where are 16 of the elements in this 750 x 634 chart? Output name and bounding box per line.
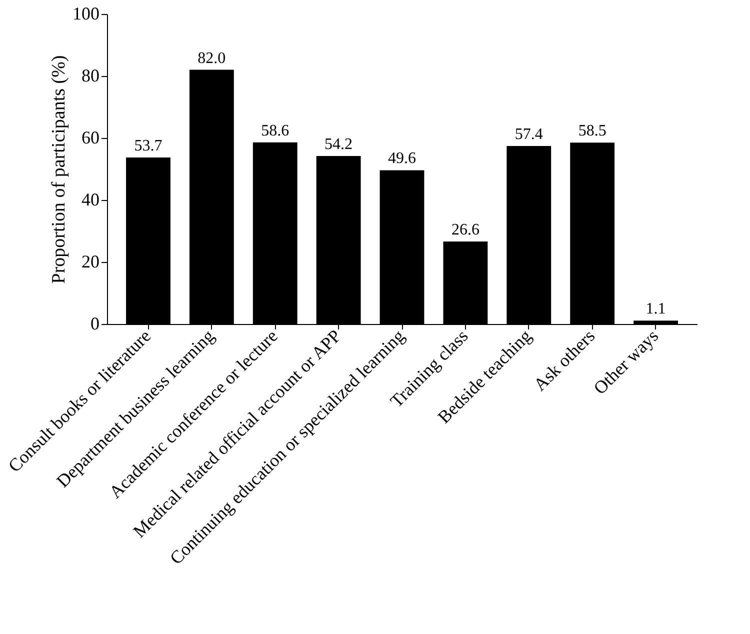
y-tick-label: 0 <box>90 314 100 334</box>
data-label: 49.6 <box>388 150 416 168</box>
y-tick-label: 80 <box>82 66 100 86</box>
data-label: 1.1 <box>646 300 666 318</box>
data-label: 82.0 <box>198 50 226 67</box>
y-tick-label: 20 <box>82 252 100 272</box>
data-label: 57.4 <box>514 126 543 144</box>
data-label: 58.6 <box>261 122 290 140</box>
y-axis-title: Proportion of participants (%) <box>48 55 70 284</box>
data-label: 58.5 <box>578 122 606 140</box>
data-label: 26.6 <box>451 222 480 239</box>
data-label: 54.2 <box>324 136 353 153</box>
y-tick-label: 60 <box>82 128 100 148</box>
y-tick-label: 100 <box>72 4 100 24</box>
data-label: 53.7 <box>134 138 162 155</box>
y-tick-label: 40 <box>82 190 100 210</box>
